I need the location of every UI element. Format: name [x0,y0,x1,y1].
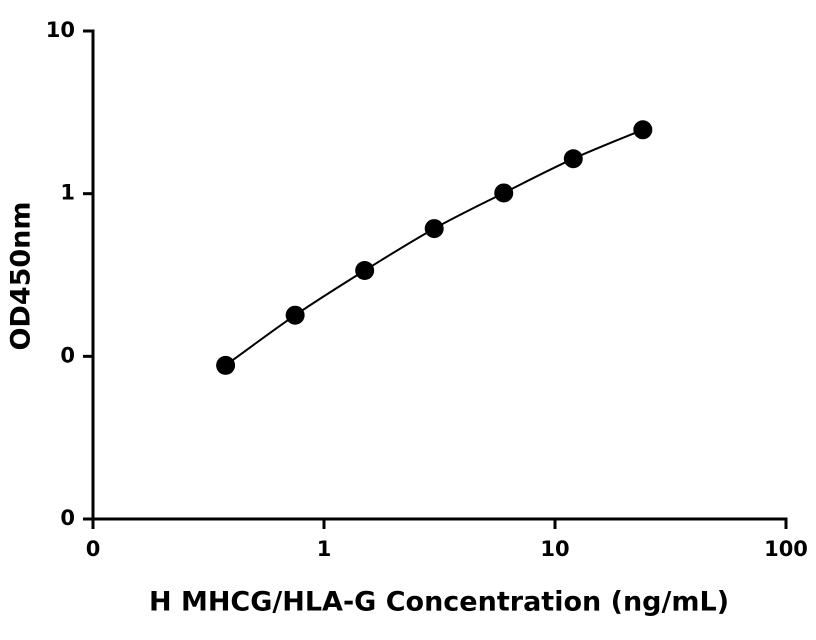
point [494,183,514,203]
y-tick-label: 0 [60,506,75,530]
x-axis-title: H MHCG/HLA-G Concentration (ng/mL) [149,587,729,618]
point [285,305,305,325]
point [633,120,653,140]
x-tick-label: 1 [317,537,332,561]
point [424,219,444,239]
x-tick-label: 10 [540,537,569,561]
y-tick-label: 1 [60,181,75,205]
point [563,149,583,169]
y-axis-title: OD450nm [6,201,37,350]
y-tick-label: 0 [60,343,75,367]
y-tick-label: 10 [46,18,75,42]
point [355,261,375,281]
x-tick-label: 0 [86,537,101,561]
point [216,355,236,375]
x-tick-label: 100 [764,537,808,561]
